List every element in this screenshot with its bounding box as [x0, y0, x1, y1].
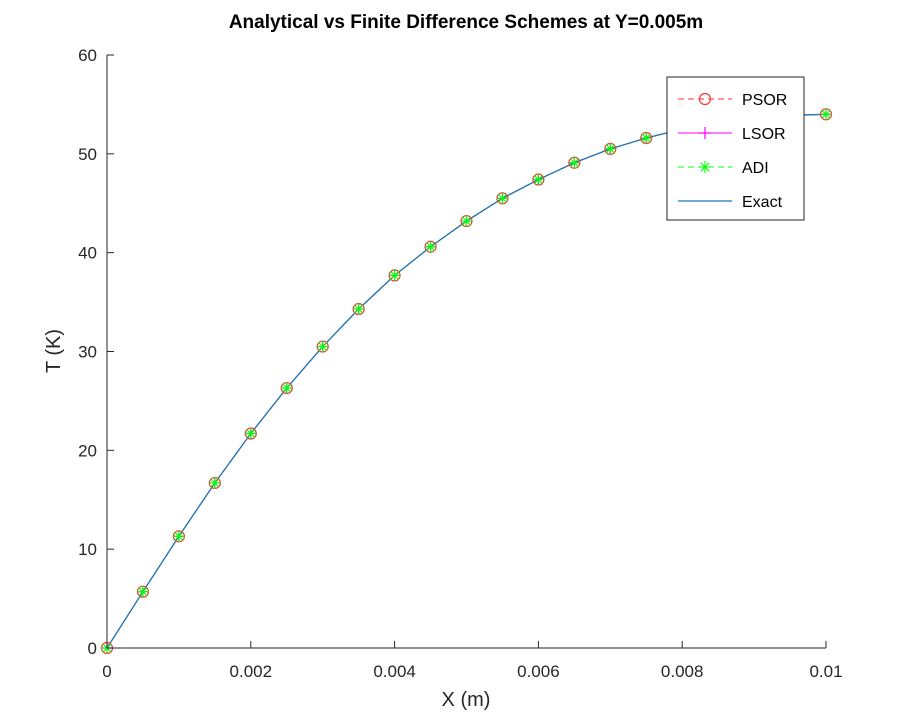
data-point-adi	[352, 303, 365, 316]
data-point-adi	[604, 142, 617, 155]
x-tick-label: 0.01	[809, 662, 842, 681]
x-tick-label: 0.006	[517, 662, 560, 681]
y-tick-label: 60	[78, 46, 97, 65]
y-tick-label: 30	[78, 343, 97, 362]
legend-label-adi: ADI	[742, 160, 769, 177]
data-point-adi	[136, 585, 149, 598]
legend: PSOR LSOR ADI Exact	[666, 76, 805, 221]
legend-box	[666, 76, 805, 221]
x-tick-label: 0.002	[230, 662, 273, 681]
data-point-adi	[244, 427, 257, 440]
data-point-adi	[388, 269, 401, 282]
x-tick-label: 0	[102, 662, 111, 681]
x-axis-label: X (m)	[442, 689, 491, 711]
data-point-adi	[568, 156, 581, 169]
legend-label-lsor: LSOR	[742, 126, 786, 143]
data-point-adi	[532, 173, 545, 186]
y-tick-label: 50	[78, 145, 97, 164]
data-point-adi	[316, 340, 329, 353]
legend-label-exact: Exact	[742, 194, 783, 211]
data-point-adi	[460, 215, 473, 228]
y-tick-label: 40	[78, 244, 97, 263]
chart-title: Analytical vs Finite Difference Schemes …	[229, 12, 703, 33]
data-point-adi	[424, 240, 437, 253]
legend-label-psor: PSOR	[742, 92, 787, 109]
x-tick-label: 0.004	[373, 662, 416, 681]
data-point-adi	[208, 476, 221, 489]
plot-markers	[100, 108, 833, 655]
legend-marker-psor	[698, 92, 712, 106]
y-axis-label: T (K)	[43, 329, 65, 373]
data-point-adi	[280, 382, 293, 395]
data-point-adi	[820, 108, 832, 121]
data-point-adi	[172, 530, 185, 543]
x-tick-label: 0.008	[661, 662, 704, 681]
legend-marker-adi	[699, 161, 711, 173]
legend-marker-lsor	[699, 127, 711, 139]
y-tick-label: 10	[78, 540, 97, 559]
ticks: 0 0.002 0.004 0.006 0.008 0.01 0 10 20 30 40 50 60	[78, 46, 842, 681]
y-tick-label: 0	[88, 639, 97, 658]
data-point-adi	[496, 192, 509, 205]
data-point-adi	[640, 132, 653, 145]
y-tick-label: 20	[78, 441, 97, 460]
